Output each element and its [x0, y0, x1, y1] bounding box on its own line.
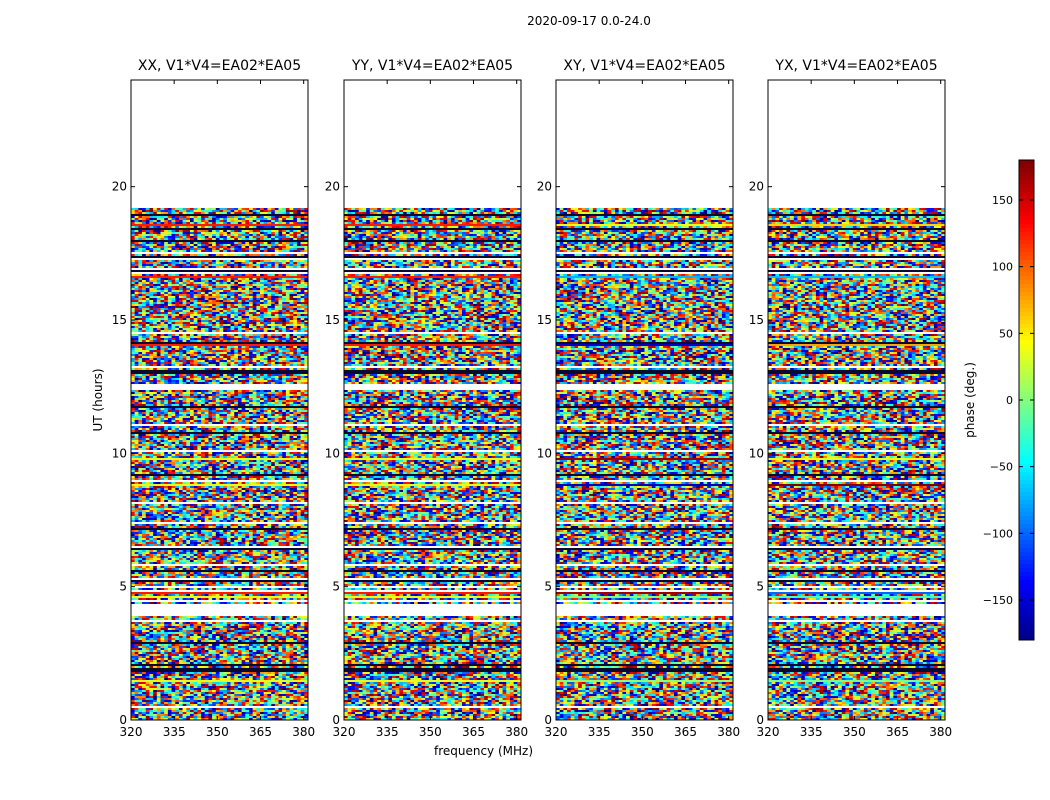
y-tick-label: 10 — [749, 446, 764, 460]
y-tick-label: 10 — [537, 446, 552, 460]
panel-yx: 320 335 350 365 380 0 5 10 15 20 — [749, 80, 952, 739]
y-tick-label: 0 — [544, 713, 552, 727]
x-tick-label: 320 — [545, 725, 568, 739]
colorbar-tick-label: −50 — [990, 461, 1013, 474]
y-tick-label: 15 — [112, 313, 127, 327]
y-tick-label: 5 — [119, 580, 127, 594]
x-tick-label: 320 — [120, 725, 143, 739]
y-tick-label: 15 — [749, 313, 764, 327]
colorbar-tick-label: 100 — [992, 261, 1013, 274]
panel-yy: 320 335 350 365 380 0 5 10 15 20 — [325, 80, 528, 739]
chart-canvas: 320 335 350 365 380 0 5 10 15 20 320 335 350 365 380 0 5… — [0, 0, 1050, 800]
y-tick-label: 5 — [332, 580, 340, 594]
y-tick-label: 0 — [119, 713, 127, 727]
phase-cells-xx — [131, 208, 308, 720]
x-tick-label: 350 — [206, 725, 229, 739]
x-tick-label: 365 — [462, 725, 485, 739]
x-tick-label: 380 — [505, 725, 528, 739]
colorbar-tick-label: −100 — [983, 527, 1013, 540]
y-tick-label: 0 — [756, 713, 764, 727]
y-tick-label: 20 — [112, 180, 127, 194]
y-tick-label: 10 — [112, 446, 127, 460]
x-tick-label: 350 — [843, 725, 866, 739]
y-tick-label: 10 — [325, 446, 340, 460]
y-tick-label: 20 — [325, 180, 340, 194]
panel-xy: 320 335 350 365 380 0 5 10 15 20 — [537, 80, 740, 739]
y-tick-label: 5 — [756, 580, 764, 594]
x-tick-label: 335 — [588, 725, 611, 739]
y-tick-label: 20 — [537, 180, 552, 194]
x-tick-label: 365 — [249, 725, 272, 739]
y-tick-label: 0 — [332, 713, 340, 727]
phase-cells-yx — [768, 208, 945, 720]
phase-cells-yy — [344, 208, 521, 720]
x-tick-label: 365 — [886, 725, 909, 739]
phase-cells-xy — [556, 208, 733, 720]
x-tick-label: 335 — [376, 725, 399, 739]
y-tick-label: 15 — [537, 313, 552, 327]
colorbar-tick-label: 0 — [1006, 394, 1013, 407]
x-tick-label: 335 — [163, 725, 186, 739]
y-tick-label: 5 — [544, 580, 552, 594]
colorbar-tick-label: 150 — [992, 194, 1013, 207]
x-tick-label: 380 — [292, 725, 315, 739]
x-tick-label: 320 — [757, 725, 780, 739]
x-tick-label: 350 — [419, 725, 442, 739]
x-tick-label: 320 — [333, 725, 356, 739]
x-tick-label: 380 — [929, 725, 952, 739]
y-tick-label: 15 — [325, 313, 340, 327]
x-tick-label: 350 — [631, 725, 654, 739]
y-tick-label: 20 — [749, 180, 764, 194]
colorbar: −150 −100 −50 0 50 100 150 — [983, 160, 1034, 641]
x-tick-label: 380 — [717, 725, 740, 739]
colorbar-tick-label: 50 — [999, 327, 1013, 340]
x-tick-label: 365 — [674, 725, 697, 739]
panel-xx: 320 335 350 365 380 0 5 10 15 20 — [112, 80, 315, 739]
colorbar-tick-label: −150 — [983, 594, 1013, 607]
x-tick-label: 335 — [800, 725, 823, 739]
